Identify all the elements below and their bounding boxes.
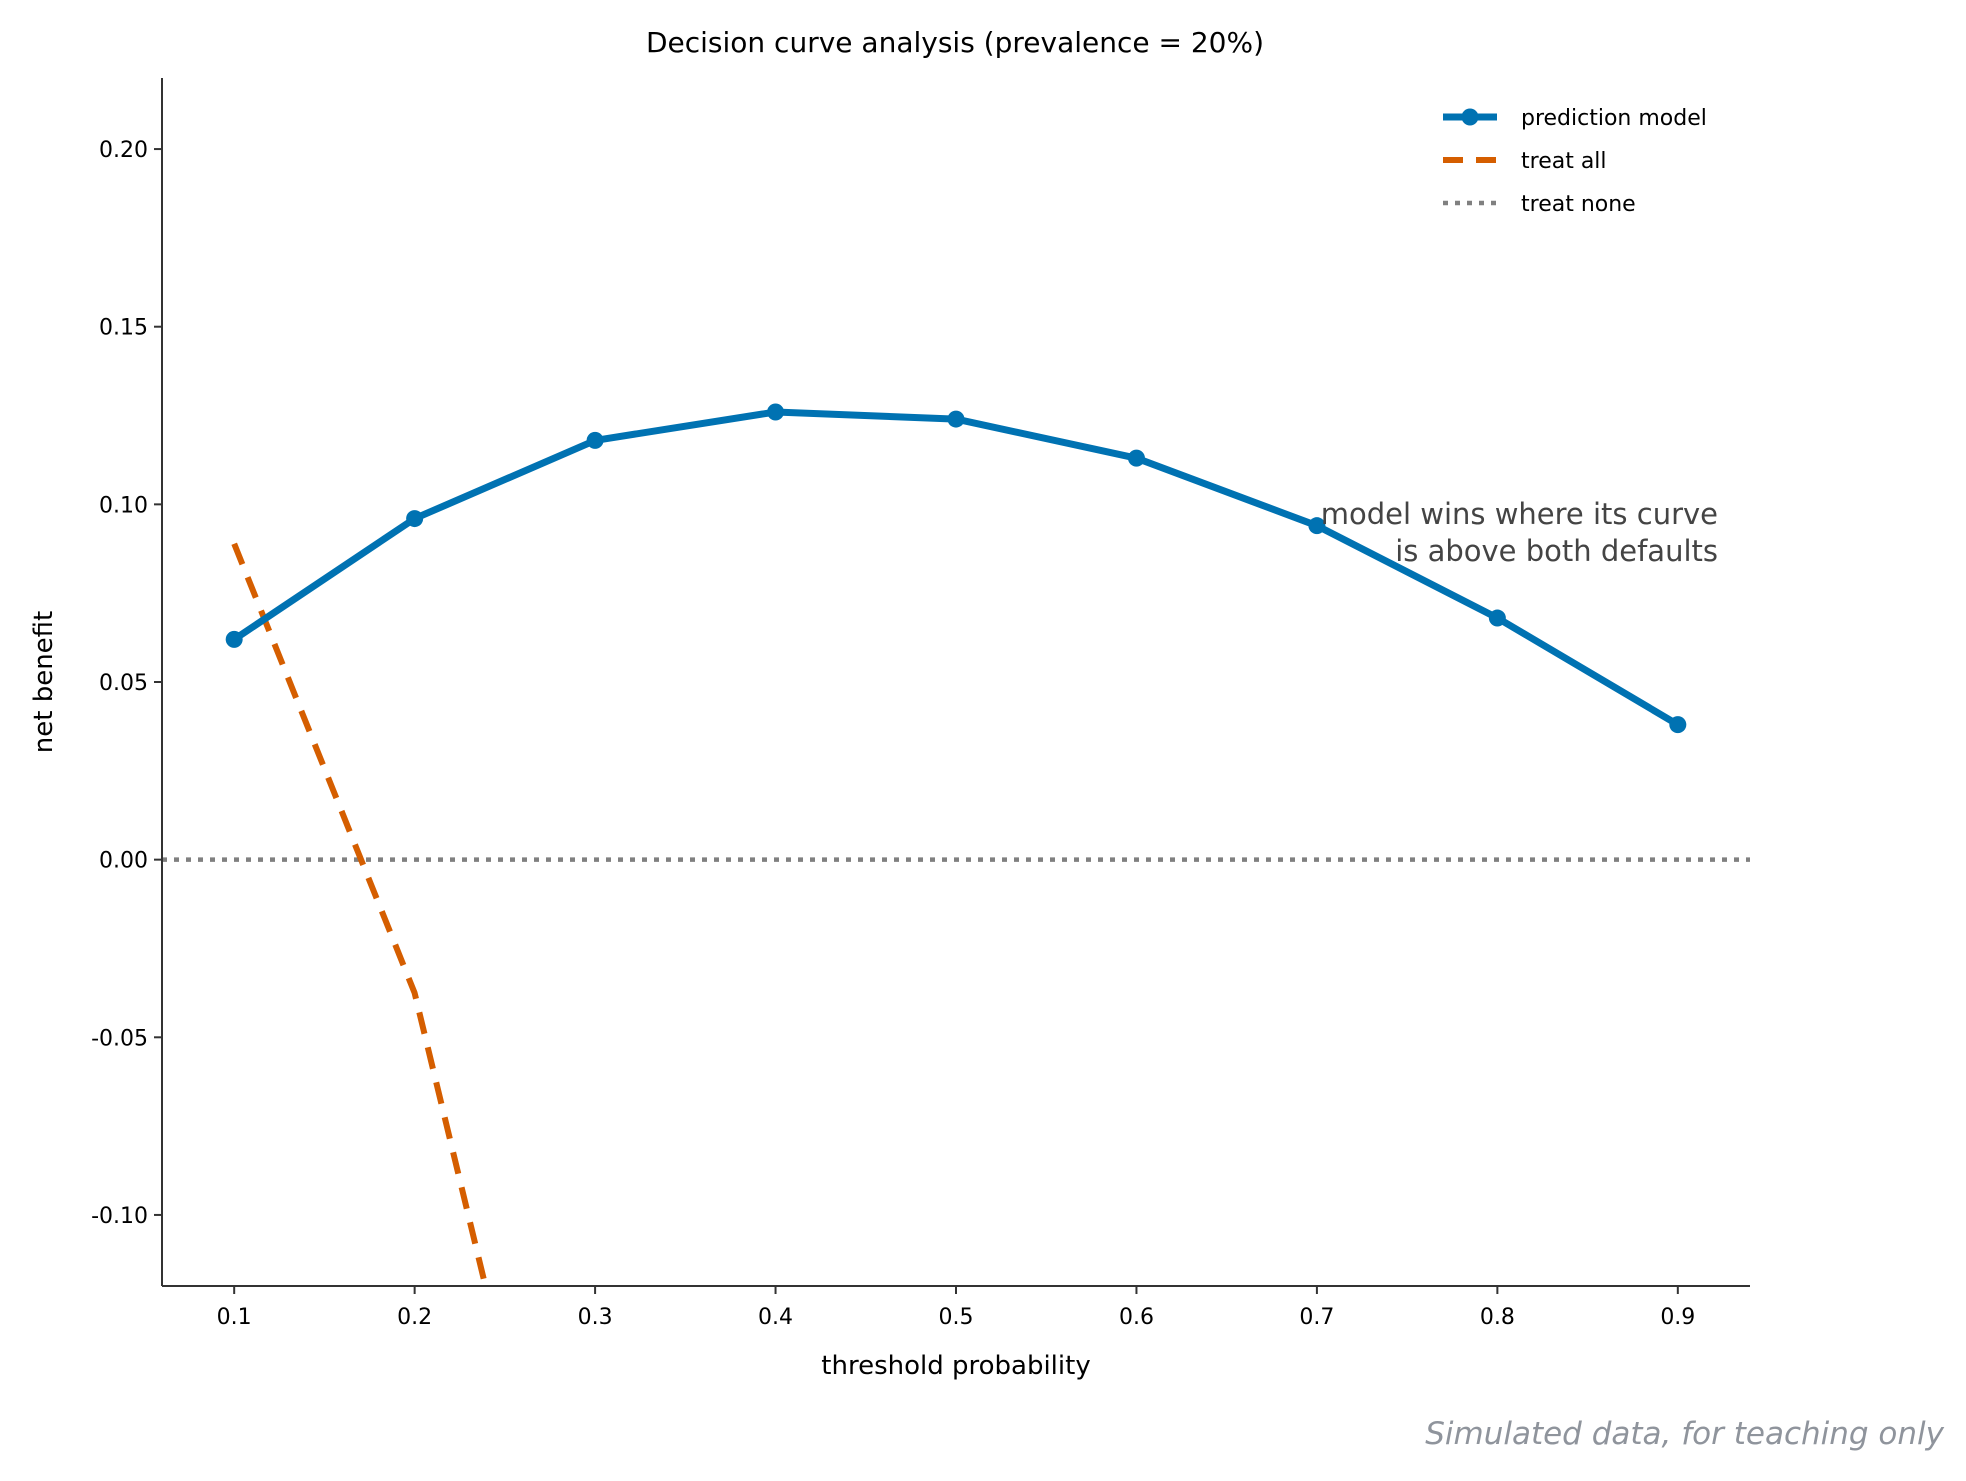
y-tick-label: 0.05 (99, 671, 148, 696)
data-point-prediction-model (1488, 609, 1506, 627)
x-tick-label: 0.2 (397, 1305, 432, 1330)
footnote: Simulated data, for teaching only (1425, 1416, 1944, 1452)
y-tick-label: -0.05 (91, 1026, 148, 1051)
legend: prediction model treat all treat none (1443, 106, 1707, 217)
data-point-prediction-model (1669, 716, 1687, 734)
x-tick-label: 0.9 (1660, 1305, 1695, 1330)
data-point-prediction-model (947, 410, 965, 428)
y-tick-label: -0.10 (91, 1204, 148, 1229)
plot-area (162, 403, 1750, 1293)
data-point-prediction-model (586, 431, 604, 449)
y-tick-label: 0.15 (99, 316, 148, 341)
x-tick-label: 0.8 (1480, 1305, 1515, 1330)
x-axis-label: threshold probability (821, 1351, 1090, 1381)
data-point-prediction-model (1127, 449, 1145, 467)
annotation-line-2: is above both defaults (1395, 534, 1718, 568)
x-tick-label: 0.3 (578, 1305, 613, 1330)
y-tick-label: 0.10 (99, 493, 148, 518)
y-tick-label: 0.00 (99, 849, 148, 874)
data-point-prediction-model (1308, 517, 1326, 535)
x-tick-label: 0.6 (1119, 1305, 1154, 1330)
legend-label-treat-all: treat all (1521, 149, 1607, 174)
legend-label-prediction-model: prediction model (1521, 106, 1707, 131)
y-tick-label: 0.20 (99, 138, 148, 163)
series-line-treat-all (231, 542, 490, 1293)
chart-title: Decision curve analysis (prevalence = 20… (646, 26, 1264, 59)
annotation: model wins where its curve is above both… (1321, 497, 1718, 568)
data-point-prediction-model (767, 403, 785, 421)
data-point-prediction-model (225, 630, 243, 648)
data-point-prediction-model (406, 510, 424, 528)
x-tick-label: 0.5 (939, 1305, 974, 1330)
x-tick-label: 0.1 (217, 1305, 252, 1330)
x-tick-label: 0.7 (1299, 1305, 1334, 1330)
axis-ticks: 0.1 0.2 0.3 0.4 0.5 0.6 0.7 0.8 0.9 -0.10 -0.05 0.0… (91, 138, 1695, 1330)
legend-label-treat-none: treat none (1521, 192, 1636, 217)
x-tick-label: 0.4 (758, 1305, 793, 1330)
y-axis-label: net benefit (29, 611, 59, 753)
annotation-line-1: model wins where its curve (1321, 497, 1718, 531)
legend-marker-prediction-model (1461, 108, 1479, 126)
